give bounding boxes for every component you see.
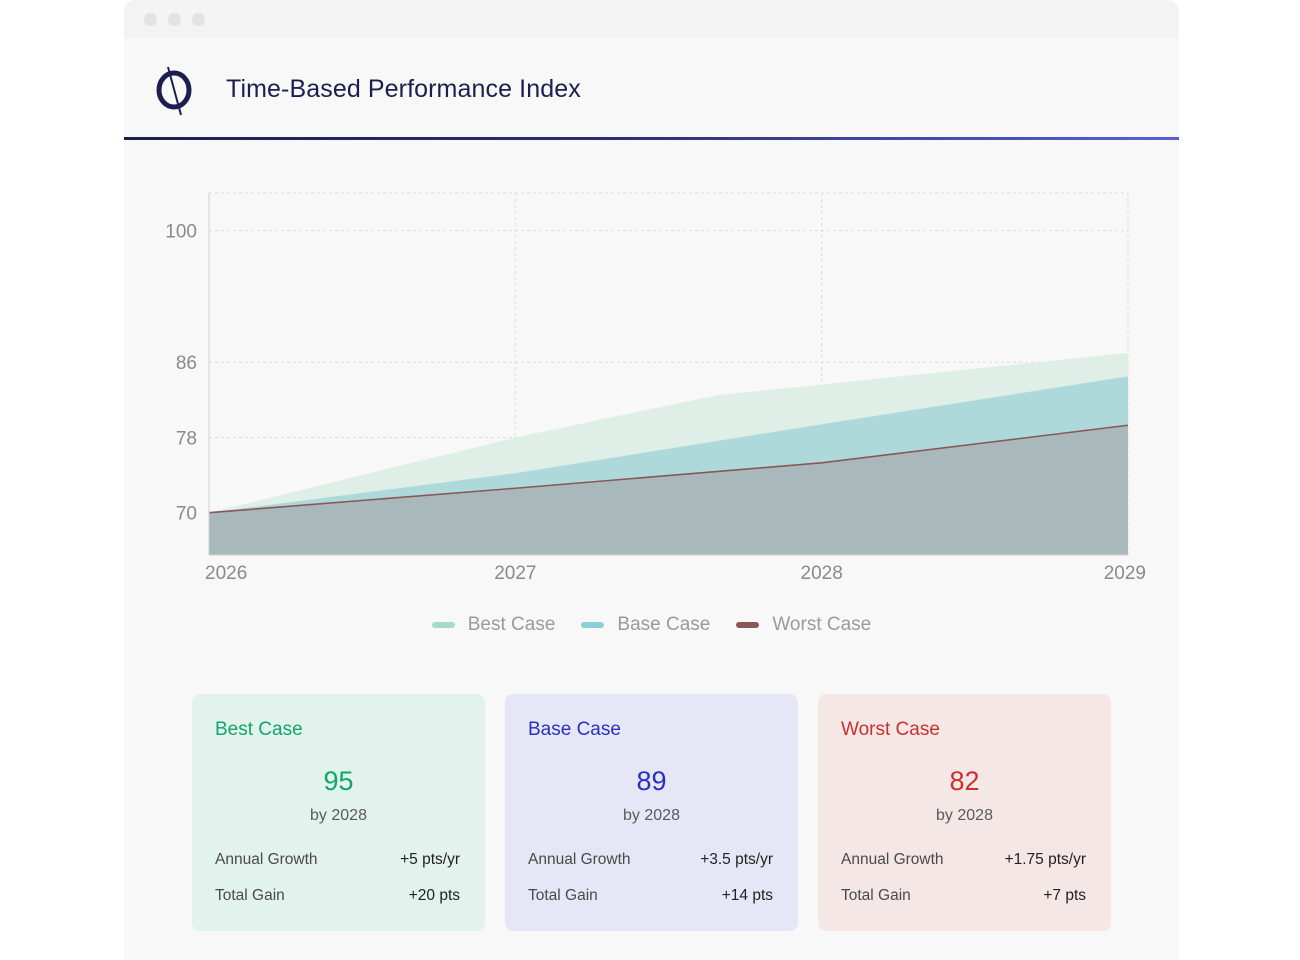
window-maximize-icon[interactable]	[192, 13, 205, 26]
scenario-cards: Best Case 95 by 2028 Annual Growth +5 pt…	[192, 694, 1111, 931]
annual-growth-label: Annual Growth	[841, 851, 944, 868]
page-header: Time-Based Performance Index	[124, 38, 1179, 137]
total-gain-row: Total Gain +14 pts	[528, 887, 773, 905]
annual-growth-label: Annual Growth	[215, 851, 318, 868]
annual-growth-value: +1.75 pts/yr	[1004, 851, 1086, 868]
total-gain-row: Total Gain +20 pts	[215, 887, 460, 905]
legend-item: Worst Case	[736, 614, 871, 636]
window-titlebar	[124, 0, 1179, 38]
x-tick-label: 2028	[801, 563, 843, 584]
total-gain-label: Total Gain	[841, 887, 911, 904]
card-subtitle: by 2028	[623, 807, 680, 824]
total-gain-label: Total Gain	[528, 887, 598, 904]
card-value: 89	[636, 766, 667, 796]
y-tick-label: 78	[176, 428, 197, 449]
annual-growth-row: Annual Growth +5 pts/yr	[215, 851, 460, 869]
card-subtitle: by 2028	[936, 807, 993, 824]
card-value: 95	[323, 766, 354, 796]
annual-growth-label: Annual Growth	[528, 851, 631, 868]
legend-item: Best Case	[431, 614, 556, 636]
performance-area-chart: 70 78 86 100 2026 2027 2028 2029	[165, 192, 1146, 584]
total-gain-label: Total Gain	[215, 887, 285, 904]
total-gain-value: +7 pts	[1043, 887, 1086, 904]
legend-label: Base Case	[617, 614, 711, 635]
annual-growth-value: +3.5 pts/yr	[700, 851, 773, 868]
y-tick-label: 70	[176, 504, 197, 525]
card-title: Best Case	[215, 719, 303, 740]
y-tick-label: 100	[165, 222, 197, 243]
card-title: Base Case	[528, 719, 621, 740]
annual-growth-value: +5 pts/yr	[400, 851, 460, 868]
series-line	[208, 424, 1129, 514]
series-area	[209, 425, 1128, 555]
base-case-card: Base Case 89 by 2028 Annual Growth +3.5 …	[505, 694, 798, 931]
legend-label: Best Case	[467, 614, 556, 635]
total-gain-row: Total Gain +7 pts	[841, 887, 1086, 905]
header-divider	[124, 137, 1179, 140]
x-tick-label: 2027	[494, 563, 536, 584]
card-value: 82	[949, 766, 980, 796]
best-case-card: Best Case 95 by 2028 Annual Growth +5 pt…	[192, 694, 485, 931]
page-title: Time-Based Performance Index	[226, 75, 581, 103]
legend-swatch	[431, 622, 455, 628]
worst-case-card: Worst Case 82 by 2028 Annual Growth +1.7…	[818, 694, 1111, 931]
total-gain-value: +20 pts	[408, 887, 460, 904]
legend-label: Worst Case	[772, 614, 872, 635]
card-subtitle: by 2028	[310, 807, 367, 824]
chart-legend: Best Case Base Case Worst Case	[124, 614, 1179, 636]
y-tick-label: 86	[176, 353, 197, 374]
window-close-icon[interactable]	[144, 13, 157, 26]
annual-growth-row: Annual Growth +1.75 pts/yr	[841, 851, 1086, 869]
card-title: Worst Case	[841, 719, 940, 740]
total-gain-value: +14 pts	[721, 887, 773, 904]
annual-growth-row: Annual Growth +3.5 pts/yr	[528, 851, 773, 869]
legend-swatch	[581, 622, 605, 628]
app-window: Time-Based Performance Index 70 78 86 100 20…	[124, 0, 1179, 960]
legend-swatch	[736, 622, 760, 628]
x-tick-label: 2026	[205, 563, 247, 584]
x-tick-label: 2029	[1104, 563, 1146, 584]
legend-item: Base Case	[581, 614, 710, 636]
window-minimize-icon[interactable]	[168, 13, 181, 26]
omicron-logo-icon	[156, 66, 192, 116]
